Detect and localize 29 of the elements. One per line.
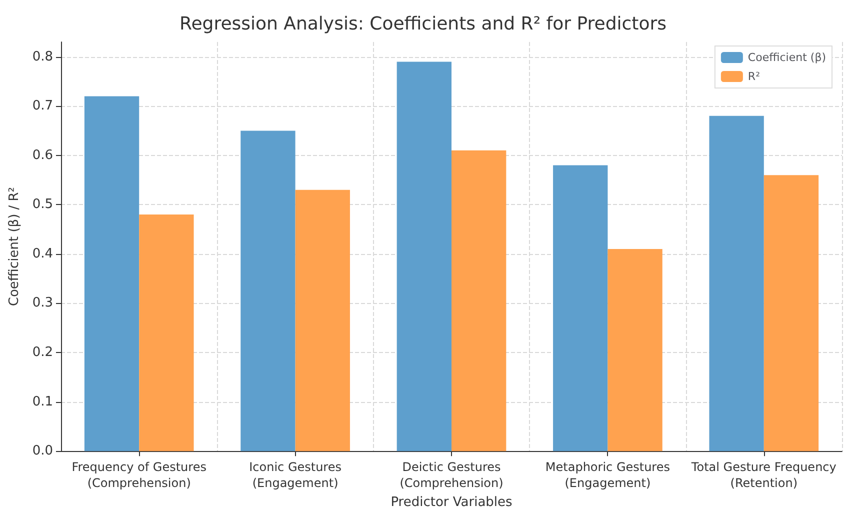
y-tick-label: 0.8: [32, 49, 53, 64]
y-tick-label: 0.4: [32, 246, 53, 262]
chart-title: Regression Analysis: Coefficients and R² for Predictors: [179, 14, 667, 34]
bar: [608, 249, 662, 452]
y-tick-label: 0.2: [32, 345, 53, 360]
bar: [709, 116, 764, 452]
bar: [295, 190, 350, 452]
bar: [396, 62, 452, 452]
x-tick-label: Metaphoric Gestures (Engagement): [545, 460, 670, 490]
x-tick-label: Total Gesture Frequency (Retention): [690, 460, 836, 490]
y-tick-label: 0.5: [32, 197, 53, 212]
y-axis-title: Coefficient (β) / R²: [7, 186, 22, 306]
bar: [452, 150, 506, 452]
y-tick-label: 0.0: [32, 444, 53, 459]
x-axis-title: Predictor Variables: [390, 495, 513, 510]
x-tick-label: Frequency of Gestures (Comprehension): [72, 460, 206, 490]
legend-label: R²: [748, 70, 760, 83]
x-tick-label: Iconic Gestures (Engagement): [249, 460, 342, 490]
y-tick-label: 0.3: [32, 296, 53, 311]
y-tick-label: 0.1: [32, 394, 53, 410]
y-tick-label: 0.7: [32, 98, 53, 114]
legend-label: Coefficient (β): [748, 51, 826, 64]
y-tick-label: 0.6: [32, 148, 53, 163]
bar: [84, 96, 140, 452]
bar: [553, 165, 608, 452]
x-tick-label: Deictic Gestures (Comprehension): [400, 460, 504, 490]
bar: [764, 175, 819, 452]
bar: [139, 214, 194, 452]
bar: [240, 130, 296, 452]
